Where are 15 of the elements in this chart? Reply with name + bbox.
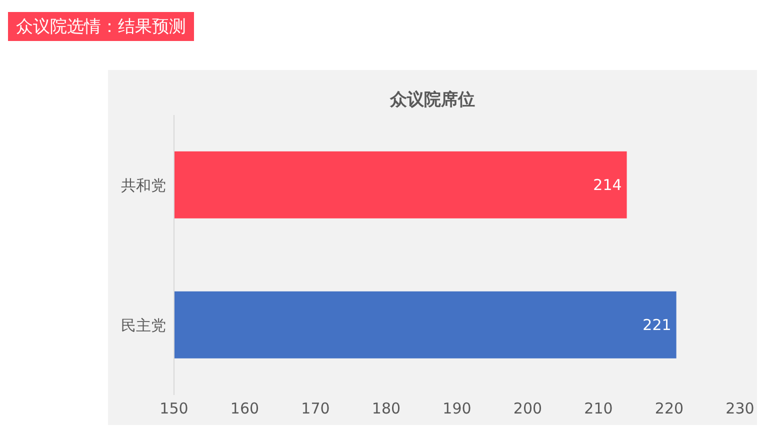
y-tick-label: 民主党 [121, 316, 166, 334]
data-label: 214 [593, 176, 622, 194]
x-tick-label: 220 [654, 400, 684, 418]
chart-title: 众议院席位 [388, 89, 476, 111]
x-tick-label: 210 [584, 400, 613, 418]
chart-subtitle: 众议院选情：结果预测 [8, 12, 194, 41]
x-tick-label: 190 [442, 400, 472, 418]
data-label: 221 [642, 316, 672, 334]
x-tick-label: 150 [160, 400, 188, 418]
x-tick-label: 200 [513, 400, 542, 418]
x-tick-label: 180 [372, 400, 401, 418]
x-tick-label: 170 [301, 400, 330, 418]
x-tick-label: 230 [726, 400, 754, 418]
y-tick-label: 共和党 [121, 176, 166, 194]
x-tick-label: 160 [230, 400, 260, 418]
